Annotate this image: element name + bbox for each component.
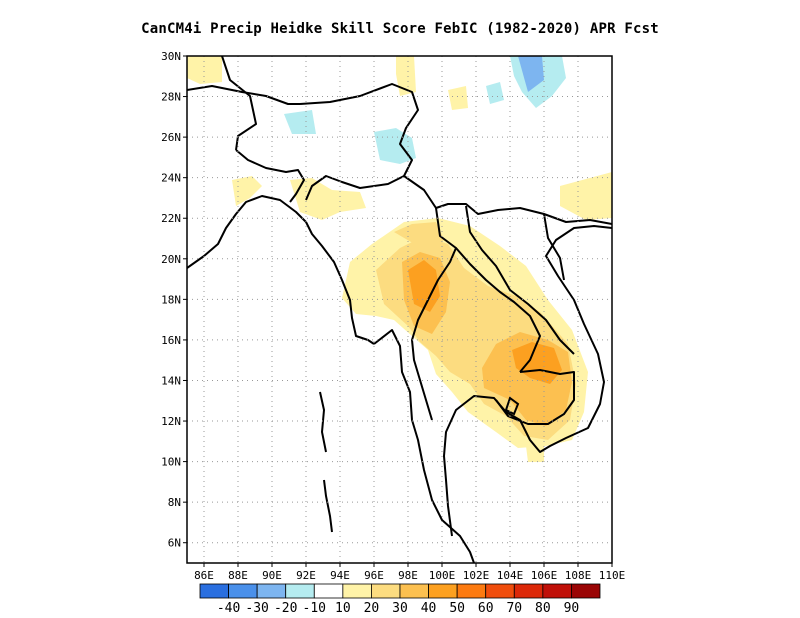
y-tick-label: 18N [161,293,181,306]
colorbar-swatch [256,583,287,599]
colorbar-label: 80 [535,601,551,616]
shade-10-20-myanmar [290,178,366,220]
chart-title: CanCM4i Precip Heidke Skill Score FebIC … [141,21,659,37]
y-tick-label: 8N [168,496,181,509]
colorbar-label: -30 [245,601,268,616]
colorbar-label: 70 [506,601,522,616]
shade-neg20-ne [518,56,544,92]
border-cambodia [495,369,575,425]
colorbar-label: 10 [335,601,351,616]
x-tick-label: 90E [262,569,282,582]
y-tick-label: 10N [161,456,181,469]
colorbar-label: 40 [421,601,437,616]
colorbar-swatch [285,583,315,599]
coastline-myanmar [373,329,475,563]
colorbar-swatch [313,583,344,599]
andaman-islands [319,391,327,453]
colorbar-swatch [371,583,401,599]
colorbar-swatch [342,583,372,599]
shade-10-20-ne [448,86,468,110]
coastline-india-east [187,195,375,345]
shade-neg10-center [374,128,416,164]
border-vietnam [543,213,565,281]
x-axis-ticks: 86E 88E 90E 92E 94E 96E 98E 100E 102E 104E 106E 108… [194,563,625,582]
shade-20-30-west [394,222,444,252]
border-china-myanmar [403,175,612,225]
colorbar-swatch [199,583,229,599]
y-tick-label: 6N [168,537,181,550]
shade-40-50-laos [512,342,562,384]
nicobar-islands [323,479,333,533]
shade-10-20-north [396,56,416,96]
x-tick-label: 96E [364,569,384,582]
coastlines-borders [187,56,612,563]
shade-10-20-nw [187,56,222,84]
colorbar-label: 90 [564,601,580,616]
y-tick-label: 14N [161,374,181,387]
colorbar-swatch [513,583,544,599]
coastline-gulf-thailand [443,225,612,537]
x-tick-label: 102E [463,569,490,582]
shade-neg10-west [284,110,316,134]
colorbar-label: 30 [392,601,408,616]
y-tick-label: 28N [161,91,181,104]
border-north [221,56,257,151]
colorbar-label: -40 [217,601,240,616]
shade-10-20-east [560,172,612,220]
y-tick-label: 26N [161,131,181,144]
colorbar-swatch [228,583,258,599]
x-tick-label: 98E [398,569,418,582]
x-tick-label: 106E [531,569,558,582]
y-tick-label: 30N [161,50,181,63]
y-tick-label: 16N [161,334,181,347]
border-india-myanmar [305,175,405,201]
colorbar-swatch [399,583,429,599]
colorbar [199,583,601,599]
colorbar-label: -20 [274,601,297,616]
y-tick-label: 12N [161,415,181,428]
colorbar-label: -10 [303,601,326,616]
colorbar-swatch [428,583,458,599]
border-laos [465,205,575,355]
shade-10-20-bangla [232,176,262,206]
x-tick-label: 104E [497,569,524,582]
border-nepal [187,85,300,105]
x-tick-label: 110E [599,569,626,582]
shade-10-20-south [526,444,544,462]
map-frame [186,55,613,564]
shade-neg10-small [486,82,504,104]
x-tick-label: 88E [228,569,248,582]
border-bangladesh [235,149,305,203]
y-tick-label: 22N [161,212,181,225]
colorbar-swatch [571,583,601,599]
x-tick-label: 92E [296,569,316,582]
border-laos-thai [455,247,541,373]
x-tick-label: 94E [330,569,350,582]
y-tick-label: 24N [161,172,181,185]
skill-score-shading [187,56,612,462]
border-thai-myanmar [411,207,457,421]
colorbar-labels: -40 -30 -20 -10 10 20 30 40 50 60 70 80 90 [217,601,579,616]
border-bhutan [299,83,419,177]
x-tick-label: 100E [429,569,456,582]
colorbar-label: 20 [364,601,380,616]
colorbar-label: 50 [449,601,465,616]
colorbar-label: 60 [478,601,494,616]
colorbar-swatch [485,583,515,599]
colorbar-swatch [542,583,572,599]
x-tick-label: 108E [565,569,592,582]
tonle-sap [504,396,520,416]
colorbar-swatch [456,583,487,599]
y-axis-ticks: 6N 8N 10N 12N 14N 16N 18N 20N 22N 24N 26N 28N 30N [161,50,187,550]
y-tick-label: 20N [161,253,181,266]
x-tick-label: 86E [194,569,214,582]
